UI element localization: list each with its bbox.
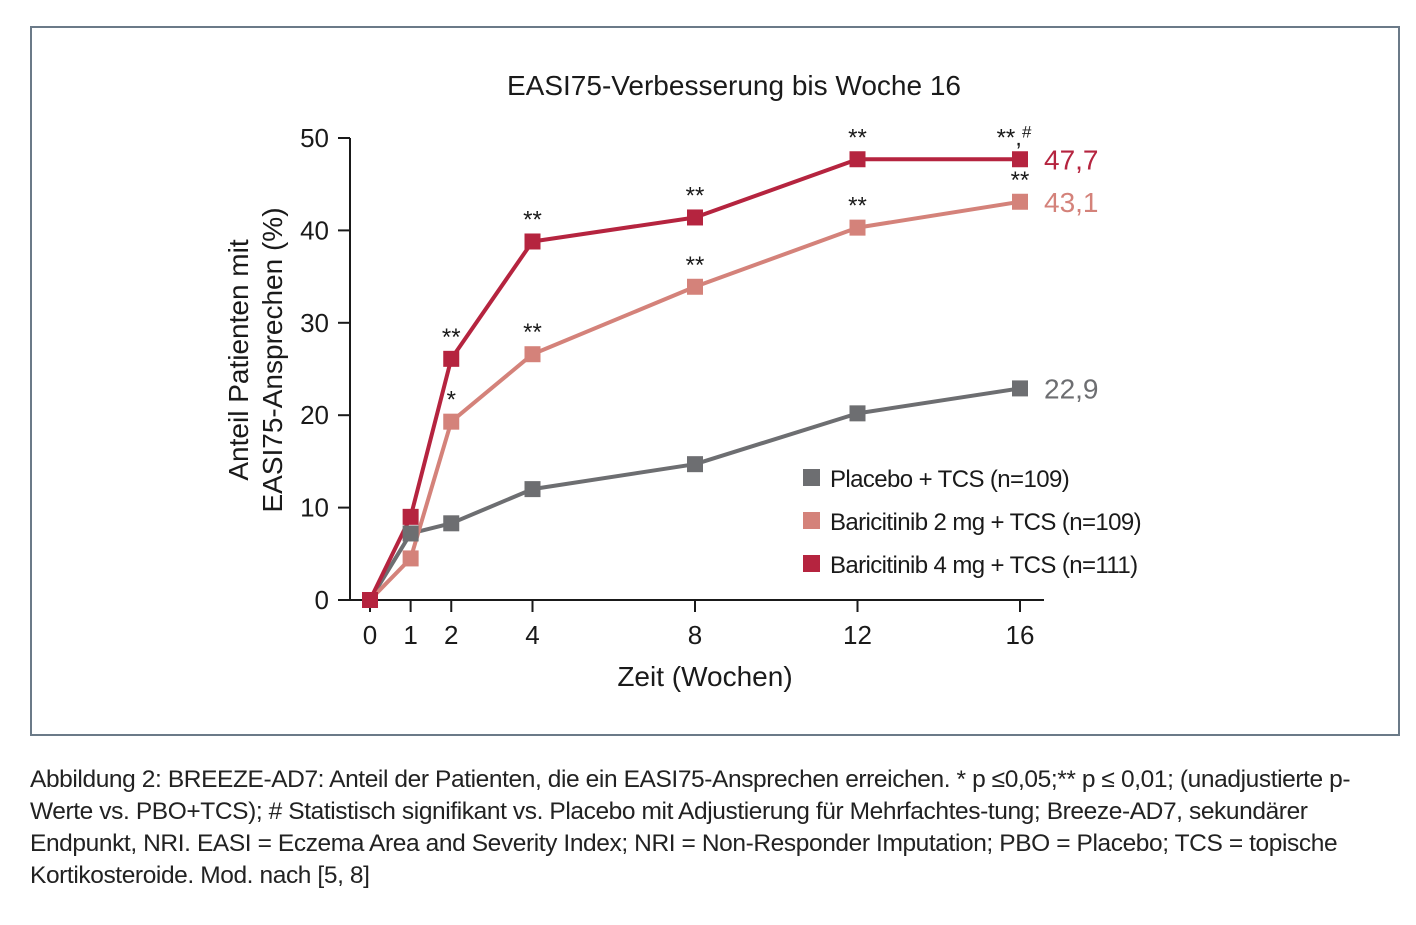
data-point-marker: Baricitinib 2 mg + TCS (n=109): 43.1	[1012, 193, 1028, 210]
annotation-superscript: #	[1022, 122, 1032, 141]
x-tick-label: 1	[403, 620, 417, 650]
x-tick-label: 12	[843, 620, 872, 650]
x-tick-label: 8	[688, 620, 702, 650]
data-point-marker: Baricitinib 4 mg + TCS (n=111): 9	[402, 508, 419, 525]
significance-annotation: **	[848, 193, 867, 220]
legend-label: Placebo + TCS (n=109)	[830, 466, 1069, 493]
y-tick-label: 50	[300, 123, 329, 153]
y-tick-label: 40	[300, 215, 329, 245]
y-tick-label: 20	[300, 400, 329, 430]
legend: Placebo + TCS (n=109) Baricitinib 2 mg + …	[803, 466, 1142, 579]
series-layer: Placebo + TCS (n=109): 0Placebo + TCS (n…	[362, 151, 1028, 608]
data-point-marker: Baricitinib 4 mg + TCS (n=111): 47.7	[1012, 151, 1028, 168]
significance-annotation: **	[1011, 167, 1030, 194]
y-axis-title-line: EASI75-Ansprechen (%)	[257, 207, 288, 512]
data-point-marker: Baricitinib 2 mg + TCS (n=109): 40.3	[849, 219, 866, 236]
x-axis-title: Zeit (Wochen)	[617, 661, 792, 692]
data-point-marker: Placebo + TCS (n=109): 8.3	[443, 515, 460, 532]
legend-swatch	[803, 512, 820, 529]
data-point-marker: Baricitinib 4 mg + TCS (n=111): 47.7	[849, 151, 866, 168]
line-chart: EASI75-Verbesserung bis Woche 16 0102030…	[223, 70, 1142, 692]
end-value-label: 43,1	[1044, 187, 1099, 218]
significance-annotation: **	[686, 252, 705, 279]
annotation-layer: 22,9*********43,1******** **,#47,7	[442, 122, 1099, 413]
data-point-marker: Baricitinib 2 mg + TCS (n=109): 26.6	[524, 346, 541, 363]
legend-label: Baricitinib 4 mg + TCS (n=111)	[830, 552, 1137, 579]
data-point-marker: Baricitinib 4 mg + TCS (n=111): 0	[362, 592, 378, 608]
chart-frame	[30, 26, 1400, 736]
data-point-marker: Placebo + TCS (n=109): 22.9	[1012, 380, 1028, 397]
data-point-marker: Baricitinib 4 mg + TCS (n=111): 26.1	[443, 350, 460, 367]
legend-swatch	[803, 555, 820, 572]
y-tick-label: 10	[300, 493, 329, 523]
x-tick-label: 16	[1006, 620, 1035, 650]
data-point-marker: Baricitinib 4 mg + TCS (n=111): 41.4	[687, 209, 703, 226]
significance-annotation: **	[848, 124, 867, 151]
y-tick-label: 0	[315, 585, 329, 615]
end-value-label: 22,9	[1044, 373, 1099, 404]
data-point-marker: Baricitinib 2 mg + TCS (n=109): 19.3	[443, 413, 460, 430]
significance-annotation: **,#	[997, 122, 1032, 151]
figure-caption: Abbildung 2: BREEZE-AD7: Anteil der Pati…	[30, 766, 1351, 889]
x-tick-label: 4	[525, 620, 539, 650]
y-axis-title: Anteil Patienten mit EASI75-Ansprechen (%…	[223, 207, 288, 512]
data-point-marker: Placebo + TCS (n=109): 14.7	[687, 456, 703, 473]
legend-label: Baricitinib 2 mg + TCS (n=109)	[830, 509, 1141, 536]
significance-annotation: **	[523, 319, 542, 346]
y-tick-label: 30	[300, 308, 329, 338]
data-point-marker: Baricitinib 2 mg + TCS (n=109): 33.9	[687, 278, 703, 295]
data-point-marker: Placebo + TCS (n=109): 20.2	[849, 405, 866, 422]
legend-swatch	[803, 469, 820, 486]
end-value-label: 47,7	[1044, 144, 1099, 175]
data-point-marker: Baricitinib 2 mg + TCS (n=109): 4.5	[402, 550, 419, 567]
significance-annotation: **	[442, 324, 461, 351]
data-point-marker: Baricitinib 4 mg + TCS (n=111): 38.8	[524, 233, 541, 250]
x-tick-label: 0	[363, 620, 377, 650]
significance-annotation: **	[523, 206, 542, 233]
chart-title: EASI75-Verbesserung bis Woche 16	[507, 70, 961, 101]
annotation-part: **,	[997, 124, 1022, 151]
significance-annotation: *	[447, 387, 456, 414]
significance-annotation: **	[686, 182, 705, 209]
data-point-marker: Placebo + TCS (n=109): 7.2	[402, 525, 419, 542]
y-axis-title-line: Anteil Patienten mit	[223, 239, 254, 480]
x-tick-label: 2	[444, 620, 458, 650]
data-point-marker: Placebo + TCS (n=109): 12	[524, 481, 541, 498]
